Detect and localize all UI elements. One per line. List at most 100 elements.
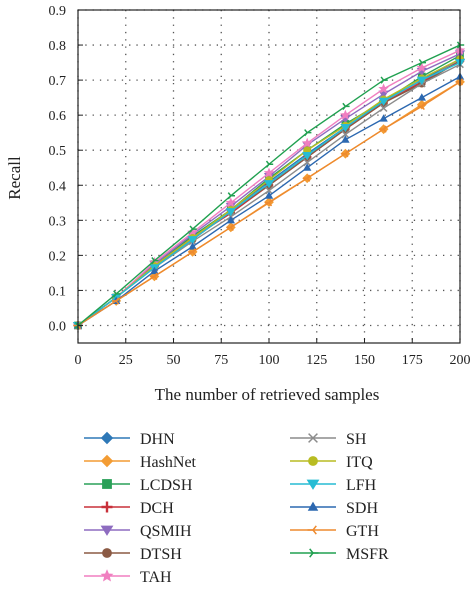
data-point: [150, 266, 159, 275]
data-point: [188, 248, 196, 256]
legend-item-dch: DCH: [84, 500, 174, 517]
x-tick-label: 50: [167, 353, 181, 368]
data-point: [341, 135, 350, 143]
legend-label: HashNet: [140, 454, 197, 471]
data-point: [225, 197, 237, 208]
data-point: [189, 225, 197, 233]
y-axis-label: Recall: [5, 156, 24, 200]
data-point: [265, 186, 273, 195]
legend-label: DTSH: [140, 546, 182, 563]
legend-marker: [102, 548, 112, 558]
legend-marker: [308, 433, 318, 443]
legend-item-qsmih: QSMIH: [84, 523, 192, 540]
legend-label: LCDSH: [140, 477, 193, 494]
y-tick-label: 0.5: [49, 144, 67, 159]
legend-label: SH: [346, 431, 367, 448]
legend-label: TAH: [140, 569, 172, 586]
series-lines: [72, 41, 466, 331]
data-point: [225, 208, 236, 217]
data-point: [263, 167, 275, 178]
legend-marker: [100, 569, 114, 582]
legend-marker: [101, 501, 113, 513]
legend-item-hashnet: HashNet: [84, 454, 197, 471]
legend-label: SDH: [346, 500, 378, 517]
y-tick-label: 0.7: [49, 74, 67, 89]
data-point: [302, 163, 312, 171]
data-point: [416, 62, 428, 73]
data-point: [227, 192, 235, 200]
legend-item-itq: ITQ: [290, 454, 373, 471]
series-msfr: [74, 41, 465, 330]
legend-item-sh: SH: [290, 431, 367, 448]
legend-item-sdh: SDH: [290, 500, 378, 517]
data-point: [340, 123, 351, 133]
data-point: [378, 97, 389, 106]
legend-marker: [309, 548, 319, 558]
legend-item-lfh: LFH: [290, 477, 377, 494]
legend-item-tah: TAH: [84, 569, 172, 586]
data-point: [379, 104, 388, 113]
data-point: [340, 109, 351, 120]
x-ticks: 0 25 50 75 100 125 150 175 200: [75, 338, 471, 368]
x-tick-label: 200: [450, 353, 471, 368]
legend-label: ITQ: [346, 454, 373, 471]
x-tick-label: 0: [75, 353, 82, 368]
y-tick-label: 0.8: [49, 39, 67, 54]
x-tick-label: 75: [214, 353, 228, 368]
data-point: [417, 102, 425, 111]
data-point: [113, 290, 121, 298]
data-point: [416, 76, 427, 85]
y-tick-label: 0.1: [49, 284, 67, 299]
x-tick-label: 175: [402, 353, 423, 368]
data-point: [418, 58, 426, 67]
data-point: [150, 272, 158, 281]
data-point: [265, 160, 274, 168]
y-tick-label: 0.3: [49, 214, 67, 229]
y-tick-label: 0.9: [49, 4, 67, 19]
data-point: [263, 180, 275, 189]
y-tick-label: 0.2: [49, 249, 67, 264]
legend-item-msfr: MSFR: [290, 546, 389, 563]
legend-label: GTH: [346, 523, 379, 540]
data-point: [379, 125, 387, 133]
x-tick-label: 25: [119, 353, 133, 368]
data-point: [264, 191, 274, 199]
x-tick-label: 150: [354, 353, 375, 368]
legend-marker: [307, 525, 317, 535]
data-point: [417, 93, 427, 101]
x-axis-label: The number of retrieved samples: [155, 385, 380, 404]
legend-label: LFH: [346, 477, 377, 494]
data-point: [304, 129, 312, 137]
legend: DHN HashNet LCDSH DCH QSMIH DTSH TAH SH ITQ LFH SD…: [84, 431, 389, 586]
data-point: [303, 174, 311, 182]
legend-marker: [308, 456, 318, 466]
data-point: [187, 236, 198, 245]
legend-item-dhn: DHN: [84, 431, 175, 448]
legend-item-dtsh: DTSH: [84, 546, 182, 563]
data-point: [378, 83, 389, 94]
y-ticks: 0.0 0.1 0.2 0.3 0.4 0.5 0.6 0.7 0.8 0.9: [49, 4, 83, 334]
legend-marker: [307, 501, 319, 511]
legend-marker: [306, 479, 320, 490]
x-tick-label: 100: [259, 353, 280, 368]
data-point: [380, 76, 388, 84]
data-point: [151, 257, 159, 265]
y-tick-label: 0.4: [49, 179, 67, 194]
legend-marker: [100, 525, 114, 536]
y-tick-label: 0.0: [49, 319, 67, 334]
data-point: [302, 152, 313, 161]
data-point: [226, 215, 236, 224]
data-point: [341, 150, 349, 158]
data-point: [188, 242, 197, 250]
legend-marker: [100, 454, 114, 468]
data-point: [112, 297, 120, 305]
legend-marker: [100, 431, 114, 445]
y-tick-label: 0.6: [49, 109, 67, 124]
legend-label: DHN: [140, 431, 175, 448]
data-point: [264, 199, 273, 207]
legend-label: QSMIH: [140, 523, 192, 540]
legend-label: MSFR: [346, 546, 389, 563]
legend-label: DCH: [140, 500, 174, 517]
data-point: [301, 137, 313, 148]
